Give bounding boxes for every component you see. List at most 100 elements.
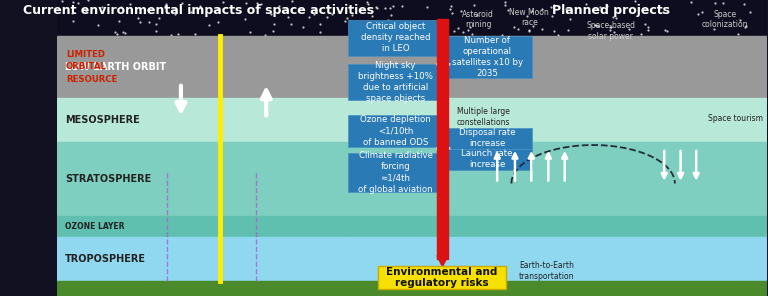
Point	[362, 1, 375, 6]
Point	[642, 28, 654, 33]
Text: Multiple large
constellations: Multiple large constellations	[456, 107, 510, 127]
Point	[604, 25, 616, 30]
Point	[361, 19, 373, 24]
Point	[709, 1, 721, 5]
Point	[370, 6, 382, 11]
Point	[266, 29, 279, 33]
Point	[313, 22, 326, 27]
Point	[160, 1, 172, 6]
Point	[176, 0, 188, 5]
FancyBboxPatch shape	[378, 266, 506, 289]
Point	[457, 30, 469, 34]
Point	[444, 7, 456, 12]
Text: Critical object
density reached
in LEO: Critical object density reached in LEO	[361, 22, 430, 53]
Point	[194, 4, 207, 9]
Point	[240, 1, 253, 6]
Text: Space-based
solar power: Space-based solar power	[587, 21, 635, 41]
Text: MESOSPHERE: MESOSPHERE	[65, 115, 140, 125]
Point	[740, 24, 752, 29]
Text: Disposal rate
increase: Disposal rate increase	[459, 128, 515, 148]
Point	[193, 6, 205, 10]
Text: Night sky
brightness +10%
due to artificial
space objects: Night sky brightness +10% due to artific…	[358, 61, 433, 103]
Point	[113, 18, 125, 23]
Point	[535, 26, 548, 31]
Point	[150, 29, 162, 33]
Point	[150, 22, 162, 27]
Point	[80, 9, 92, 14]
Point	[657, 9, 669, 14]
Point	[379, 5, 391, 10]
Text: Planned projects: Planned projects	[552, 4, 670, 17]
Bar	[57, 237, 348, 281]
Point	[382, 18, 395, 22]
Point	[580, 1, 592, 6]
Point	[660, 28, 673, 33]
Bar	[444, 142, 767, 216]
Point	[607, 29, 620, 34]
Point	[446, 11, 458, 15]
Point	[67, 0, 79, 5]
Point	[734, 18, 746, 23]
Text: Ozone depletion
<1/10th
of banned ODS: Ozone depletion <1/10th of banned ODS	[360, 115, 431, 147]
Point	[171, 32, 184, 36]
Text: OZONE LAYER: OZONE LAYER	[65, 222, 124, 231]
Text: Earth-to-Earth
transportation: Earth-to-Earth transportation	[519, 261, 574, 281]
Text: Environmental and
regulatory risks: Environmental and regulatory risks	[386, 267, 498, 288]
Point	[496, 32, 508, 37]
Point	[692, 12, 704, 17]
Point	[523, 28, 535, 33]
Point	[594, 5, 607, 9]
Point	[498, 2, 511, 7]
Text: Asteroid
mining: Asteroid mining	[462, 9, 494, 29]
FancyBboxPatch shape	[442, 36, 532, 78]
Point	[548, 29, 561, 33]
Point	[396, 4, 409, 8]
Point	[610, 15, 622, 20]
Point	[546, 14, 558, 18]
Point	[604, 27, 616, 32]
Point	[402, 19, 414, 24]
Point	[374, 28, 386, 33]
Point	[659, 27, 671, 32]
FancyBboxPatch shape	[348, 115, 443, 147]
Text: +: +	[434, 55, 452, 75]
Text: Space tourism: Space tourism	[708, 114, 763, 123]
Text: Launch rate
increase: Launch rate increase	[462, 149, 513, 169]
Point	[708, 27, 720, 31]
Point	[339, 18, 352, 23]
Point	[124, 2, 136, 7]
Point	[189, 32, 201, 36]
Point	[314, 29, 326, 34]
Point	[499, 0, 511, 4]
Point	[526, 24, 538, 29]
Point	[250, 0, 263, 5]
FancyBboxPatch shape	[442, 149, 532, 170]
Point	[551, 33, 564, 37]
Point	[72, 0, 84, 5]
Point	[685, 0, 697, 5]
Point	[81, 0, 94, 3]
Point	[696, 10, 708, 15]
Point	[545, 5, 558, 9]
Point	[141, 7, 154, 12]
Point	[564, 17, 576, 21]
Point	[717, 0, 730, 5]
FancyBboxPatch shape	[348, 64, 443, 100]
Point	[536, 7, 548, 11]
Point	[445, 4, 457, 8]
Point	[143, 20, 155, 25]
Point	[502, 8, 514, 12]
Point	[389, 30, 401, 35]
Point	[560, 7, 572, 11]
Point	[589, 23, 601, 28]
Bar	[348, 237, 444, 281]
Text: New Moon
race: New Moon race	[509, 8, 549, 28]
Point	[639, 22, 651, 27]
Point	[744, 9, 756, 14]
Bar	[444, 36, 767, 98]
Point	[740, 24, 753, 29]
Point	[286, 0, 298, 3]
Bar	[57, 36, 348, 98]
Point	[297, 24, 310, 29]
Point	[366, 13, 378, 18]
